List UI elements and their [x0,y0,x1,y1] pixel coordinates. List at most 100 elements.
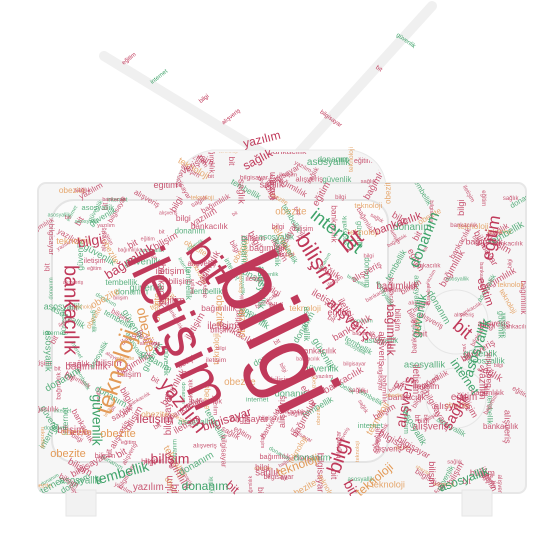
filler-word: bağımlılık [248,475,254,498]
filler-word: bilgi [363,254,373,260]
filler-word: bankacılık [478,262,484,286]
filler-word: alışveriş [187,259,216,268]
word-obezite-32: obezite [100,428,135,440]
filler-word: bilişim [470,468,495,478]
filler-word: bankacılık [387,278,394,308]
filler-word: asosyallik [413,275,422,308]
filler-word: teknoloji [289,303,321,313]
filler-word: güvenlik [162,349,171,376]
filler-word: donanım [351,319,373,325]
filler-word: iletişim [69,429,91,437]
filler-word: bankacılık [156,264,167,308]
tv-antenna-left [99,51,271,160]
filler-word: güvenlik [125,256,160,267]
filler-word: bit [256,487,266,497]
filler-word: yazılım [267,172,277,200]
word-donanım-34: donanım [182,479,229,493]
filler-word: bilgisayar [47,224,56,256]
filler-word: bankacılık [409,319,418,353]
filler-word: alışveriş [373,445,402,454]
word-bit-28: bit [340,477,361,498]
word-bilişim-23: bilişim [151,451,190,467]
filler-word: obezite [213,295,224,327]
filler-word: bağımlılık [201,303,237,313]
word-güvenlik-7: güvenlik [89,394,105,446]
filler-word: bit [102,203,110,211]
filler-word: eğitim [153,180,177,190]
filler-word: güvenlik [355,221,364,249]
filler-word: bit [69,304,78,313]
filler-word: bilgi [335,194,346,201]
filler-word: bankacılık [299,347,337,356]
filler-word: alışveriş [454,313,474,319]
filler-word: sağlık [260,180,284,190]
filler-word: bağımlılık [352,331,375,337]
filler-word: donanım [393,222,431,233]
filler-word: bilişim [96,358,122,368]
filler-word: obezite [311,375,317,393]
filler-word: obezite [275,207,306,218]
filler-word: donanım [294,453,331,464]
filler-word: bilişim [117,369,141,379]
filler-word: internet [43,330,65,337]
filler-word: bilgi [176,213,191,223]
filler-word: asosyallik [82,203,115,212]
filler-word: donanım [275,389,311,399]
filler-word: asosyallik [75,219,100,225]
filler-word: bilişim [375,151,391,157]
filler-word: bit [184,402,192,410]
filler-word: teknoloji [74,305,94,311]
filler-word: sağlık [447,460,462,466]
filler-word: bağımlılık [471,388,504,397]
filler-word: güvenlik [303,363,338,374]
filler-word: teknoloji [348,147,355,172]
filler-word: bit [169,484,180,495]
filler-word: obezite [61,427,92,438]
filler-word: bit [105,448,114,457]
filler-word: bankacılık [483,422,518,431]
filler-word: güvenlik [258,272,279,278]
tv-silhouette [37,1,527,517]
filler-word: asosyallik [44,301,83,311]
filler-word: teknoloji [237,274,243,293]
filler-word: alışveriş [193,443,218,450]
filler-word: bankacılık [493,240,523,247]
filler-word: obezite [445,401,470,410]
filler-word: yazılım [477,368,488,399]
filler-word: tembellik [184,267,194,301]
filler-word: alışveriş [377,331,387,365]
filler-word: iletişim [206,357,227,364]
filler-word: asosyallik [307,157,351,168]
filler-word: bankacılık [450,223,478,229]
word-iletişim-24: iletişim [137,412,174,426]
filler-word: teknoloji [39,427,45,449]
filler-word: bit [65,215,72,221]
filler-word: alışveriş [503,410,513,444]
filler-word: bit [329,470,339,480]
filler-word: güvenlik [75,239,85,271]
filler-word: bit [227,156,237,166]
filler-word: iletişim [84,257,106,265]
filler-word: bilgisayar [315,453,326,493]
filler-word: asosyallik [239,270,245,296]
filler-word: alışveriş [140,341,161,347]
filler-word: alışveriş [413,421,449,432]
filler-word: internet [246,397,268,404]
filler-word: bilişim [169,277,192,286]
filler-word: bilgisayar [219,435,228,468]
filler-word: güvenlik [129,282,164,293]
filler-word: iletişim [207,321,237,332]
filler-word: teknoloji [211,333,221,365]
antenna-word: internet [150,68,170,85]
filler-word: yazılım [165,475,176,506]
filler-word: donanım [115,287,148,297]
filler-word: alışveriş [425,284,431,306]
filler-word: bankacılık [275,408,305,415]
filler-word: asosyallik [364,336,398,345]
filler-word: obezite [224,377,256,388]
filler-word: bankacılık [102,197,126,203]
filler-word: asosyallik [446,277,469,283]
filler-word: güvenlik [322,175,351,184]
filler-word: teknoloji [56,236,90,246]
